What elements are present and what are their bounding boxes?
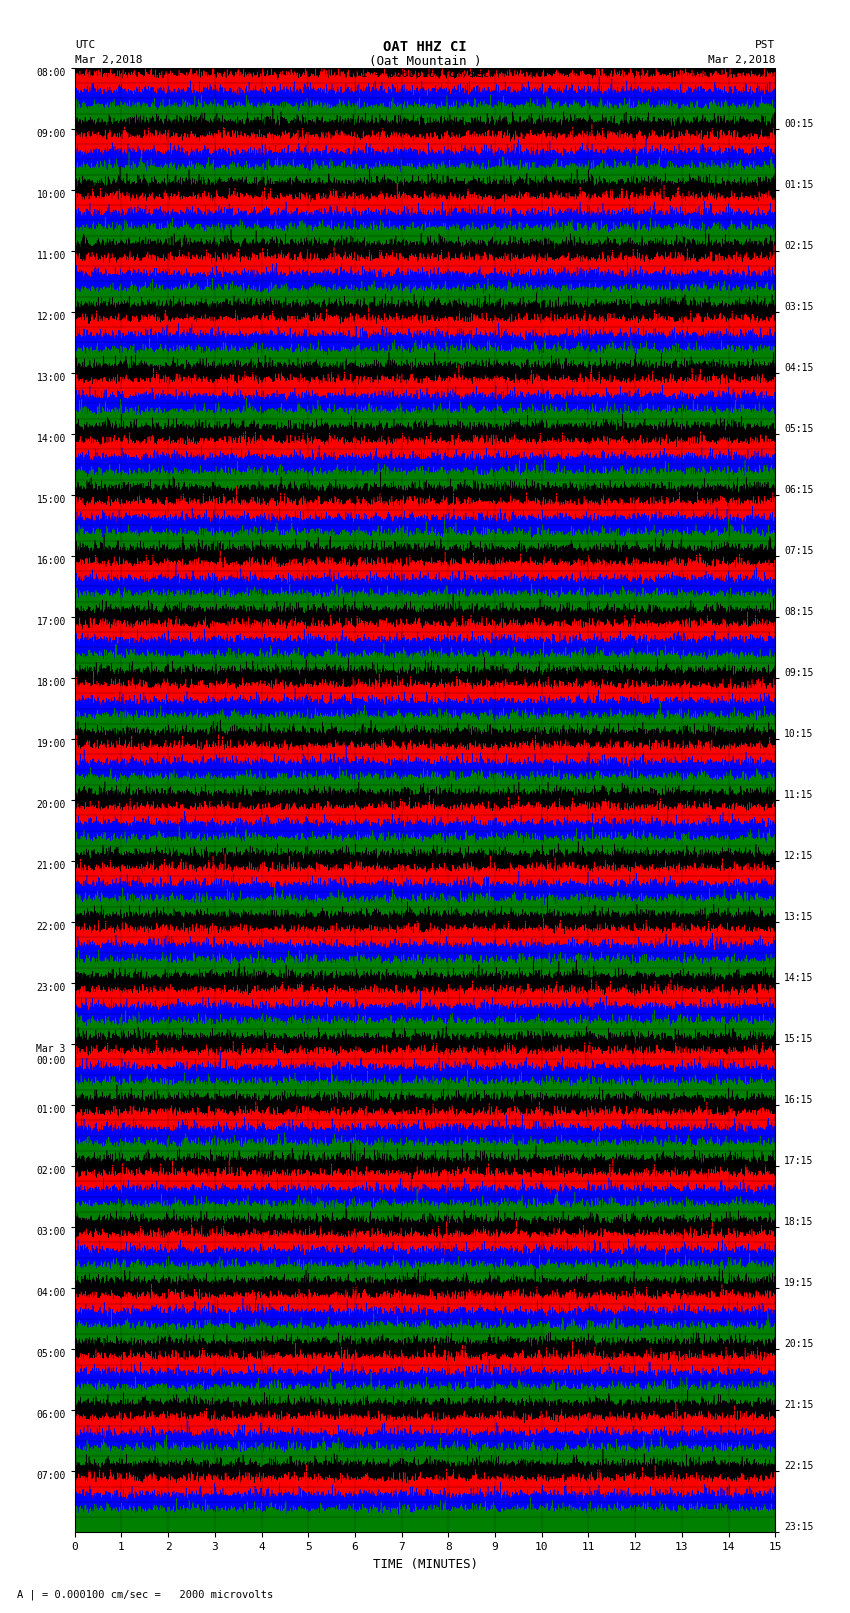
Text: (Oat Mountain ): (Oat Mountain ) xyxy=(369,55,481,68)
Text: PST: PST xyxy=(755,40,775,50)
Text: I = 0.000100 cm/sec: I = 0.000100 cm/sec xyxy=(361,69,489,79)
Text: OAT HHZ CI: OAT HHZ CI xyxy=(383,40,467,55)
Text: UTC: UTC xyxy=(75,40,95,50)
Text: Mar 2,2018: Mar 2,2018 xyxy=(75,55,142,65)
X-axis label: TIME (MINUTES): TIME (MINUTES) xyxy=(372,1558,478,1571)
Text: Mar 2,2018: Mar 2,2018 xyxy=(708,55,775,65)
Text: A | = 0.000100 cm/sec =   2000 microvolts: A | = 0.000100 cm/sec = 2000 microvolts xyxy=(17,1589,273,1600)
